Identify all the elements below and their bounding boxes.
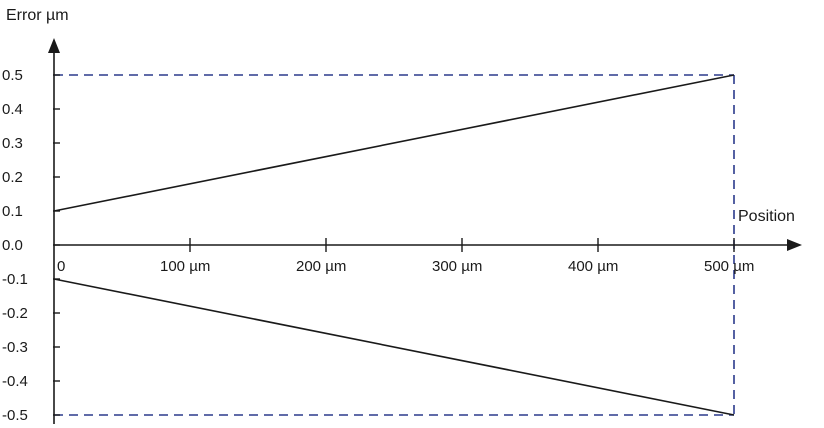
x-axis-arrow xyxy=(787,239,802,251)
y-tick-label: -0.5 xyxy=(2,407,28,424)
y-tick-label: 0.5 xyxy=(2,67,23,84)
y-tick-label: 0.4 xyxy=(2,101,23,118)
x-tick-label: 500 µm xyxy=(704,258,754,275)
x-tick-label: 100 µm xyxy=(160,258,210,275)
axis-labels: 0.5 0.4 0.3 0.2 0.1 0.0 -0.1 -0.2 -0.3 -0.4 -0.5 0 1… xyxy=(2,7,795,424)
y-tick-label: 0.3 xyxy=(2,135,23,152)
y-tick-label: -0.3 xyxy=(2,339,28,356)
series-lines xyxy=(53,74,735,416)
y-tick-label: 0.1 xyxy=(2,203,23,220)
y-axis-title: Error µm xyxy=(6,7,69,24)
series-line-2 xyxy=(53,278,735,416)
y-tick-label: -0.2 xyxy=(2,305,28,322)
y-tick-label: -0.4 xyxy=(2,373,28,390)
series-line-1 xyxy=(53,74,735,212)
y-axis-arrow xyxy=(48,38,60,53)
x-tick-label: 300 µm xyxy=(432,258,482,275)
y-tick-label: 0.2 xyxy=(2,169,23,186)
y-tick-label: -0.1 xyxy=(2,271,28,288)
x-tick-label: 200 µm xyxy=(296,258,346,275)
y-tick-label: 0.0 xyxy=(2,237,23,254)
x-tick-label: 0 xyxy=(57,258,65,275)
x-axis-title: Position xyxy=(738,208,795,225)
x-tick-label: 400 µm xyxy=(568,258,618,275)
axes xyxy=(48,38,802,424)
